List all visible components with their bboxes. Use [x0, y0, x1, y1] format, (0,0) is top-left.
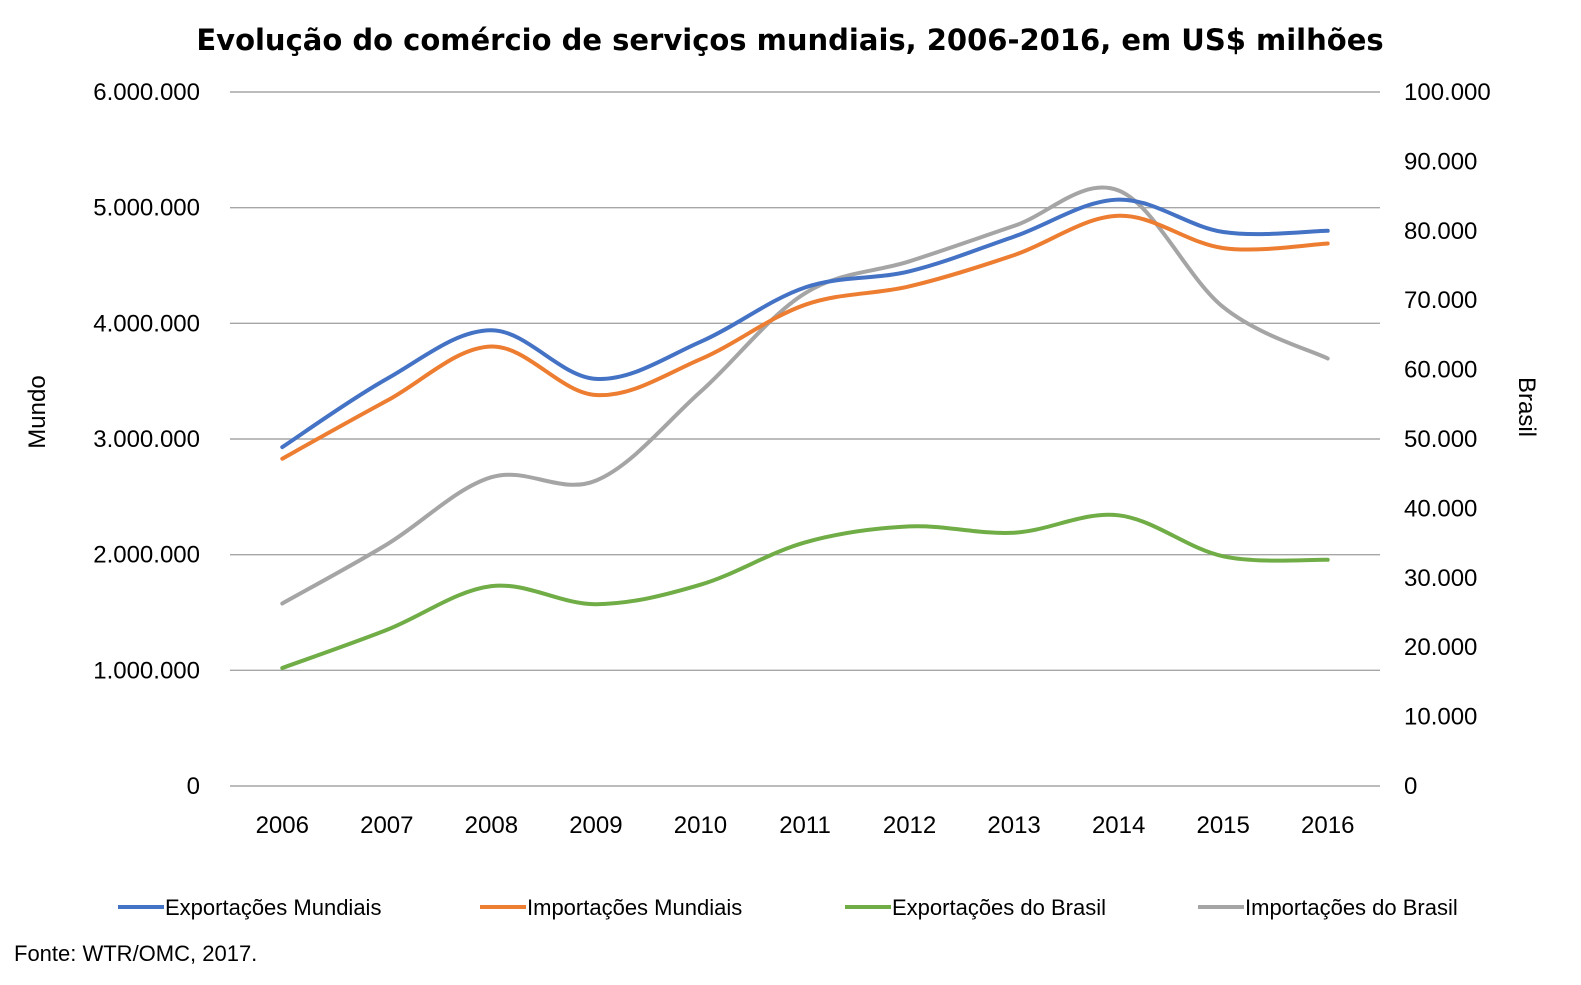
right-axis-title: Brasil: [1513, 377, 1540, 437]
x-tick-label: 2010: [674, 812, 727, 839]
right-tick-label: 0: [1404, 773, 1417, 800]
x-tick-label: 2009: [569, 812, 622, 839]
source-note: Fonte: WTR/OMC, 2017.: [14, 941, 257, 966]
x-tick-label: 2012: [883, 812, 936, 839]
left-tick-label: 2.000.000: [93, 542, 200, 569]
left-tick-label: 1.000.000: [93, 657, 200, 684]
legend: Exportações Mundiais Importações Mundiais…: [118, 895, 1458, 920]
x-tick-label: 2015: [1196, 812, 1249, 839]
x-tick-label: 2006: [256, 812, 309, 839]
x-tick-label: 2007: [360, 812, 413, 839]
left-tick-label: 5.000.000: [93, 195, 200, 222]
series-line-importacoes-mundiais: [280, 213, 1330, 461]
right-tick-label: 100.000: [1404, 79, 1491, 106]
left-tick-label: 4.000.000: [93, 310, 200, 337]
legend-label: Exportações Mundiais: [165, 895, 381, 920]
series-lines: [280, 185, 1330, 670]
x-tick-label: 2011: [779, 812, 831, 839]
right-tick-label: 30.000: [1404, 565, 1477, 592]
x-tick-label: 2014: [1092, 812, 1145, 839]
left-axis-title: Mundo: [24, 375, 51, 448]
right-tick-label: 60.000: [1404, 357, 1477, 384]
left-tick-label: 6.000.000: [93, 79, 200, 106]
right-tick-label: 90.000: [1404, 148, 1477, 175]
right-tick-label: 80.000: [1404, 218, 1477, 245]
chart-title: Evolução do comércio de serviços mundiai…: [196, 23, 1383, 57]
right-tick-label: 70.000: [1404, 287, 1477, 314]
right-axis-ticks: 0 10.000 20.000 30.000 40.000 50.000 60.000 70.…: [1404, 79, 1491, 800]
series-line-exportacoes-mundiais: [280, 197, 1330, 450]
legend-label: Importações Mundiais: [527, 895, 742, 920]
left-tick-label: 3.000.000: [93, 426, 200, 453]
left-axis-ticks: 0 1.000.000 2.000.000 3.000.000 4.000.000 5.0…: [93, 79, 200, 800]
left-tick-label: 0: [187, 773, 200, 800]
series-line-exportacoes-do-brasil: [280, 512, 1330, 670]
right-tick-label: 50.000: [1404, 426, 1477, 453]
x-tick-label: 2016: [1301, 812, 1354, 839]
x-tick-label: 2013: [987, 812, 1040, 839]
legend-label: Exportações do Brasil: [892, 895, 1106, 920]
x-axis-ticks: 2006 2007 2008 2009 2010 2011 2012 2013 2014 2015…: [256, 812, 1355, 839]
gridlines: [230, 91, 1380, 787]
right-tick-label: 10.000: [1404, 704, 1477, 731]
legend-label: Importações do Brasil: [1245, 895, 1458, 920]
series-line-importacoes-do-brasil: [280, 185, 1330, 606]
x-tick-label: 2008: [465, 812, 518, 839]
right-tick-label: 20.000: [1404, 634, 1477, 661]
right-tick-label: 40.000: [1404, 495, 1477, 522]
